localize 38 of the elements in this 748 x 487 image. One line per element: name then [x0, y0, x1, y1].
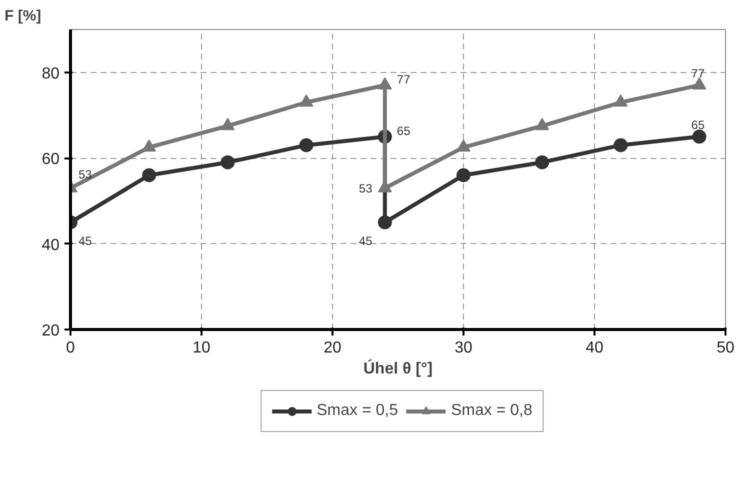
point — [142, 139, 156, 152]
point — [299, 94, 314, 107]
point — [220, 155, 235, 170]
x-axis-title: Úhel θ [°] — [363, 358, 433, 378]
legend-label: Smax = 0,5 — [316, 402, 398, 420]
data-label: 53 — [358, 182, 373, 196]
data-label: 45 — [358, 234, 373, 248]
data-label: 65 — [691, 118, 705, 132]
data-label: 77 — [691, 66, 705, 81]
point — [299, 138, 314, 152]
y-tick-label: 80 — [42, 65, 60, 82]
x-tick-label: 0 — [66, 340, 76, 356]
data-label: 45 — [78, 234, 92, 248]
y-tick-label: 20 — [42, 322, 60, 340]
y-tick-label: 60 — [42, 151, 60, 168]
x-tick-label: 10 — [192, 340, 210, 356]
y-tick-label: 40 — [42, 236, 60, 254]
legend-label: Smax = 0,8 — [451, 402, 532, 420]
point — [535, 155, 550, 170]
data-label: 53 — [78, 168, 92, 182]
x-tick-label: 20 — [324, 340, 342, 356]
point — [378, 77, 392, 90]
point — [535, 118, 550, 130]
point — [614, 94, 628, 107]
x-tick-label: 40 — [586, 340, 604, 356]
point — [692, 77, 706, 90]
point — [456, 139, 470, 152]
x-tick-label: 50 — [716, 340, 734, 356]
point — [456, 168, 470, 182]
y-axis-title: F [%] — [4, 8, 42, 24]
point — [142, 168, 156, 182]
point — [220, 118, 235, 130]
point — [692, 130, 706, 144]
data-label: 77 — [396, 72, 411, 87]
point — [378, 215, 392, 230]
x-tick-label: 30 — [454, 340, 472, 356]
point — [614, 138, 628, 152]
data-label: 65 — [396, 124, 411, 138]
